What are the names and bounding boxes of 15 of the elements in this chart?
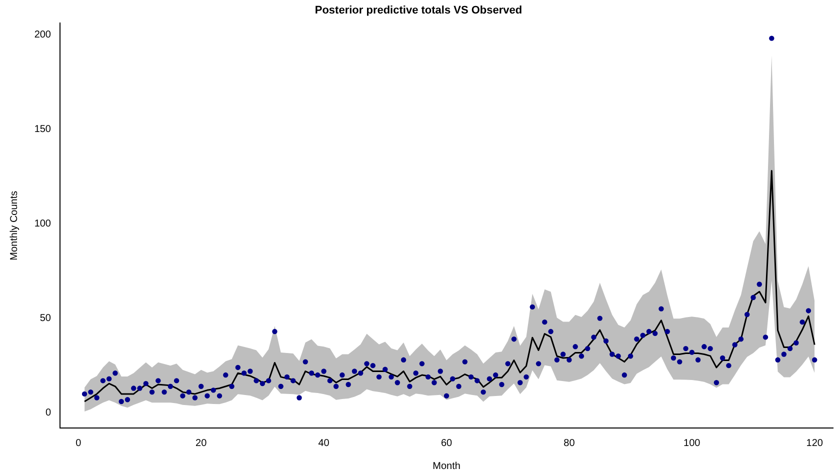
y-tick-label: 50 <box>40 313 52 324</box>
x-tick-label: 40 <box>318 438 330 449</box>
x-tick-label: 80 <box>564 438 576 449</box>
y-tick-label: 100 <box>34 218 52 230</box>
y-tick-label: 0 <box>45 408 52 419</box>
x-tick-label: 60 <box>440 438 452 449</box>
x-tick-label: 20 <box>196 438 208 449</box>
y-tick-label: 150 <box>34 124 52 135</box>
y-tick-label: 200 <box>34 29 52 40</box>
x-tick-label: 0 <box>76 438 82 449</box>
chart-title: Posterior predictive totals VS Observed <box>314 4 522 17</box>
x-tick-label: 100 <box>684 438 701 449</box>
x-axis-title: Month <box>432 460 460 472</box>
x-tick-label: 120 <box>806 438 824 449</box>
y-axis-title: Monthly Counts <box>8 190 20 260</box>
